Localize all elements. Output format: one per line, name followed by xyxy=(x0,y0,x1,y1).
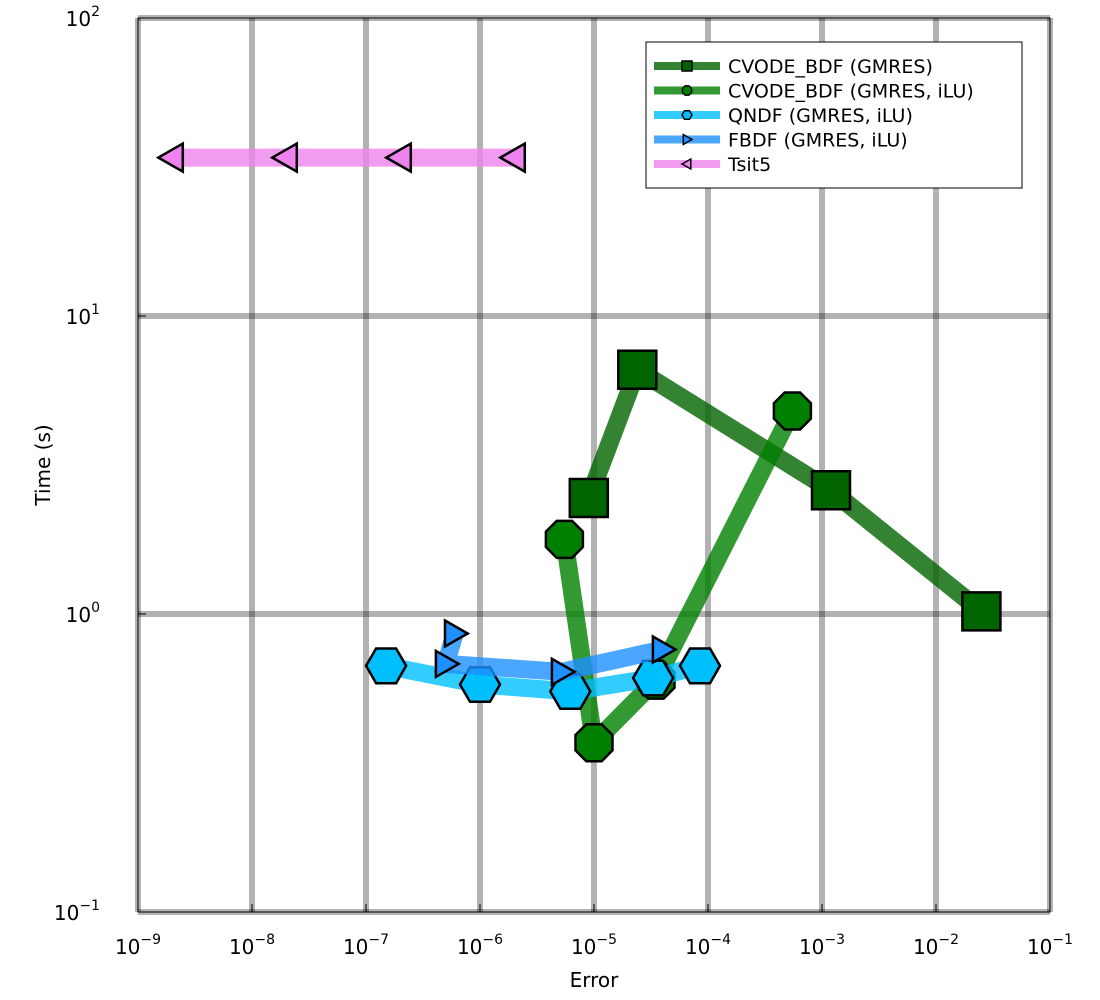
legend: CVODE_BDF (GMRES) CVODE_BDF (GMRES, iLU)Q… xyxy=(645,41,1023,189)
series-4 xyxy=(155,141,527,174)
x-tick-label: 10−9 xyxy=(115,932,161,959)
x-tick-label: 10−1 xyxy=(1027,932,1073,959)
data-point xyxy=(544,519,585,560)
series-line xyxy=(555,406,801,762)
x-tick-label: 10−3 xyxy=(799,932,845,959)
axis-ticks: 10−9 10−8 10−7 10−6 10−5 10−4 10−3 10−2 10−1 10−1… xyxy=(54,4,1073,959)
x-axis-label: Error xyxy=(570,968,620,992)
data-point xyxy=(574,722,614,763)
legend-swatch-marker xyxy=(682,133,694,146)
data-point xyxy=(497,141,527,174)
data-point xyxy=(617,349,658,391)
y-tick-label: 100 xyxy=(66,600,100,627)
data-point xyxy=(550,656,578,687)
legend-label: CVODE_BDF (GMRES, iLU) xyxy=(728,81,974,103)
x-tick-label: 10−4 xyxy=(685,932,731,959)
data-point xyxy=(443,618,471,649)
data-point xyxy=(155,141,185,174)
series-line xyxy=(433,630,665,681)
data-point xyxy=(269,141,299,174)
y-tick-label: 10−1 xyxy=(54,898,100,925)
data-point xyxy=(364,647,408,685)
legend-swatch-marker xyxy=(680,157,692,171)
series-line xyxy=(580,356,988,619)
legend-label: CVODE_BDF (GMRES) xyxy=(728,56,933,78)
x-tick-label: 10−2 xyxy=(913,932,959,959)
data-point xyxy=(568,477,610,519)
x-tick-label: 10−6 xyxy=(457,932,503,959)
y-axis-label: Time (s) xyxy=(31,424,55,506)
data-point xyxy=(631,659,675,697)
series-1 xyxy=(544,391,813,763)
series-3 xyxy=(433,618,679,687)
x-tick-label: 10−5 xyxy=(571,932,617,959)
x-tick-label: 10−7 xyxy=(343,932,389,959)
legend-label: Tsit5 xyxy=(727,154,771,176)
series-layer xyxy=(155,141,1002,763)
legend-swatch-marker xyxy=(681,85,693,96)
x-tick-label: 10−8 xyxy=(229,932,275,959)
data-point xyxy=(651,634,679,665)
data-point xyxy=(772,391,813,431)
data-point xyxy=(678,647,722,685)
data-point xyxy=(810,470,852,511)
legend-label: FBDF (GMRES, iLU) xyxy=(728,130,908,152)
data-point xyxy=(383,141,413,174)
legend-swatch-marker xyxy=(681,60,693,72)
series-0 xyxy=(568,349,1002,632)
data-point xyxy=(961,591,1002,632)
y-tick-label: 102 xyxy=(66,4,100,31)
data-point xyxy=(434,648,462,680)
y-tick-label: 101 xyxy=(66,302,100,329)
legend-label: QNDF (GMRES, iLU) xyxy=(728,105,913,127)
legend-swatch-marker xyxy=(681,109,693,121)
